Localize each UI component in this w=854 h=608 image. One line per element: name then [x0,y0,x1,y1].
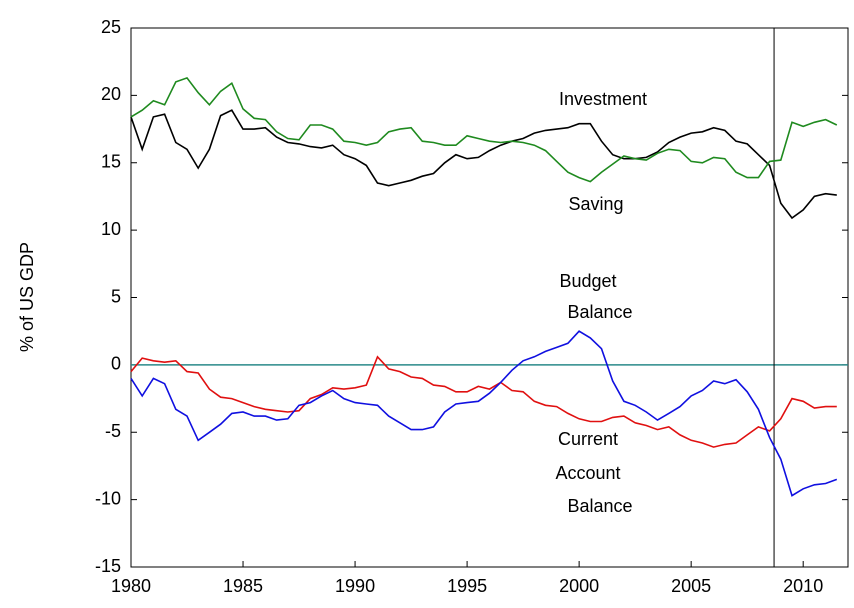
annotation: Budget [559,271,616,291]
annotation: Current [558,429,618,449]
x-tick-label: 2010 [783,576,823,596]
annotation: Investment [559,89,647,109]
y-tick-label: 20 [101,84,121,104]
y-tick-label: 15 [101,152,121,172]
x-tick-label: 1990 [335,576,375,596]
annotation: Saving [568,194,623,214]
x-tick-label: 2005 [671,576,711,596]
x-tick-label: 1985 [223,576,263,596]
y-tick-label: 5 [111,286,121,306]
x-tick-label: 1995 [447,576,487,596]
annotation: Balance [567,496,632,516]
y-axis-label: % of US GDP [17,242,37,352]
series-line [130,109,837,220]
series-line [130,330,838,497]
y-tick-label: 25 [101,17,121,37]
x-tick-label: 1980 [111,576,151,596]
y-tick-label: 0 [111,354,121,374]
y-tick-label: 10 [101,219,121,239]
y-tick-label: -10 [95,488,121,508]
x-tick-label: 2000 [559,576,599,596]
y-tick-label: -5 [105,421,121,441]
annotation: Account [555,463,620,483]
annotation: Balance [567,302,632,322]
series-line [130,76,838,183]
plot-frame [130,27,849,568]
series-line [130,355,837,448]
y-tick-label: -15 [95,556,121,576]
